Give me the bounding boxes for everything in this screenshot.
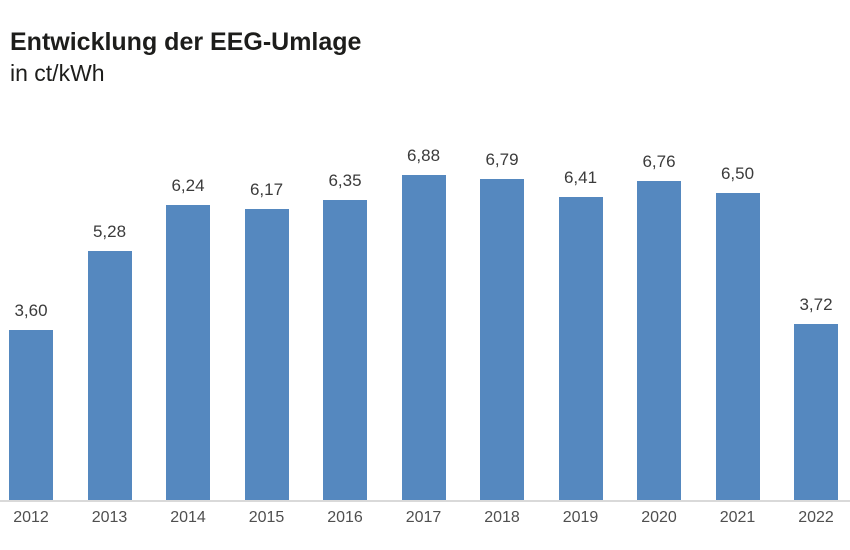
- bar-column-2013: 5,28: [87, 222, 132, 500]
- x-axis-label-2015: 2015: [248, 509, 285, 526]
- x-axis-label-2021: 2021: [719, 509, 756, 526]
- bar-value-label-2020: 6,76: [642, 152, 676, 171]
- x-axis-label-2017: 2017: [405, 509, 442, 526]
- bar-value-label-2022: 3,72: [799, 295, 833, 314]
- bar-2022: [794, 324, 838, 500]
- bar-value-label-2013: 5,28: [92, 222, 127, 241]
- bar-plot-area: 3,60 5,28 6,24 6,17 6,35 6,88 6,79 6,41 6,76 6,50…: [0, 120, 850, 502]
- x-axis-label-2014: 2014: [170, 509, 206, 526]
- bar-2018: [480, 179, 524, 500]
- x-axis-label-2022: 2022: [798, 509, 834, 526]
- bar-column-2014: 6,24: [166, 176, 210, 500]
- bar-value-label-2012: 3,60: [14, 301, 48, 320]
- bar-2017: [401, 175, 446, 500]
- bar-column-2017: 6,88: [401, 146, 446, 500]
- bar-2012: [9, 330, 53, 500]
- bar-column-2020: 6,76: [637, 152, 681, 500]
- bar-value-label-2019: 6,41: [563, 168, 598, 187]
- chart-header: Entwicklung der EEG-Umlage in ct/kWh: [10, 28, 361, 87]
- bar-value-label-2021: 6,50: [720, 164, 755, 183]
- bar-2016: [323, 200, 367, 500]
- bar-2021: [715, 193, 760, 500]
- bar-column-2019: 6,41: [558, 168, 603, 500]
- bar-value-label-2017: 6,88: [406, 146, 441, 165]
- bar-2015: [244, 209, 289, 500]
- bar-column-2016: 6,35: [323, 171, 367, 500]
- x-axis-label-2019: 2019: [562, 509, 599, 526]
- x-axis-label-2020: 2020: [641, 509, 677, 526]
- bar-value-label-2018: 6,79: [485, 150, 519, 169]
- bar-column-2022: 3,72: [794, 295, 838, 500]
- bar-column-2015: 6,17: [244, 180, 289, 500]
- bar-2014: [166, 205, 210, 500]
- x-axis-label-2016: 2016: [327, 509, 363, 526]
- bar-column-2021: 6,50: [715, 164, 760, 500]
- chart-subtitle: in ct/kWh: [10, 59, 105, 86]
- bar-value-label-2014: 6,24: [171, 176, 205, 195]
- x-axis-label-2018: 2018: [484, 509, 520, 526]
- x-axis-label-2013: 2013: [91, 509, 128, 526]
- bar-2013: [87, 251, 132, 500]
- bar-column-2018: 6,79: [480, 150, 524, 500]
- bar-2020: [637, 181, 681, 500]
- x-axis-label-2012: 2012: [13, 509, 49, 526]
- bar-column-2012: 3,60: [9, 301, 53, 500]
- bar-2019: [558, 197, 603, 500]
- chart-title: Entwicklung der EEG-Umlage: [10, 28, 362, 56]
- bar-value-label-2016: 6,35: [328, 171, 362, 190]
- bar-value-label-2015: 6,17: [249, 180, 284, 199]
- x-axis: 2012 2013 2014 2015 2016 2017 2018 2019 2020 2021…: [0, 509, 850, 527]
